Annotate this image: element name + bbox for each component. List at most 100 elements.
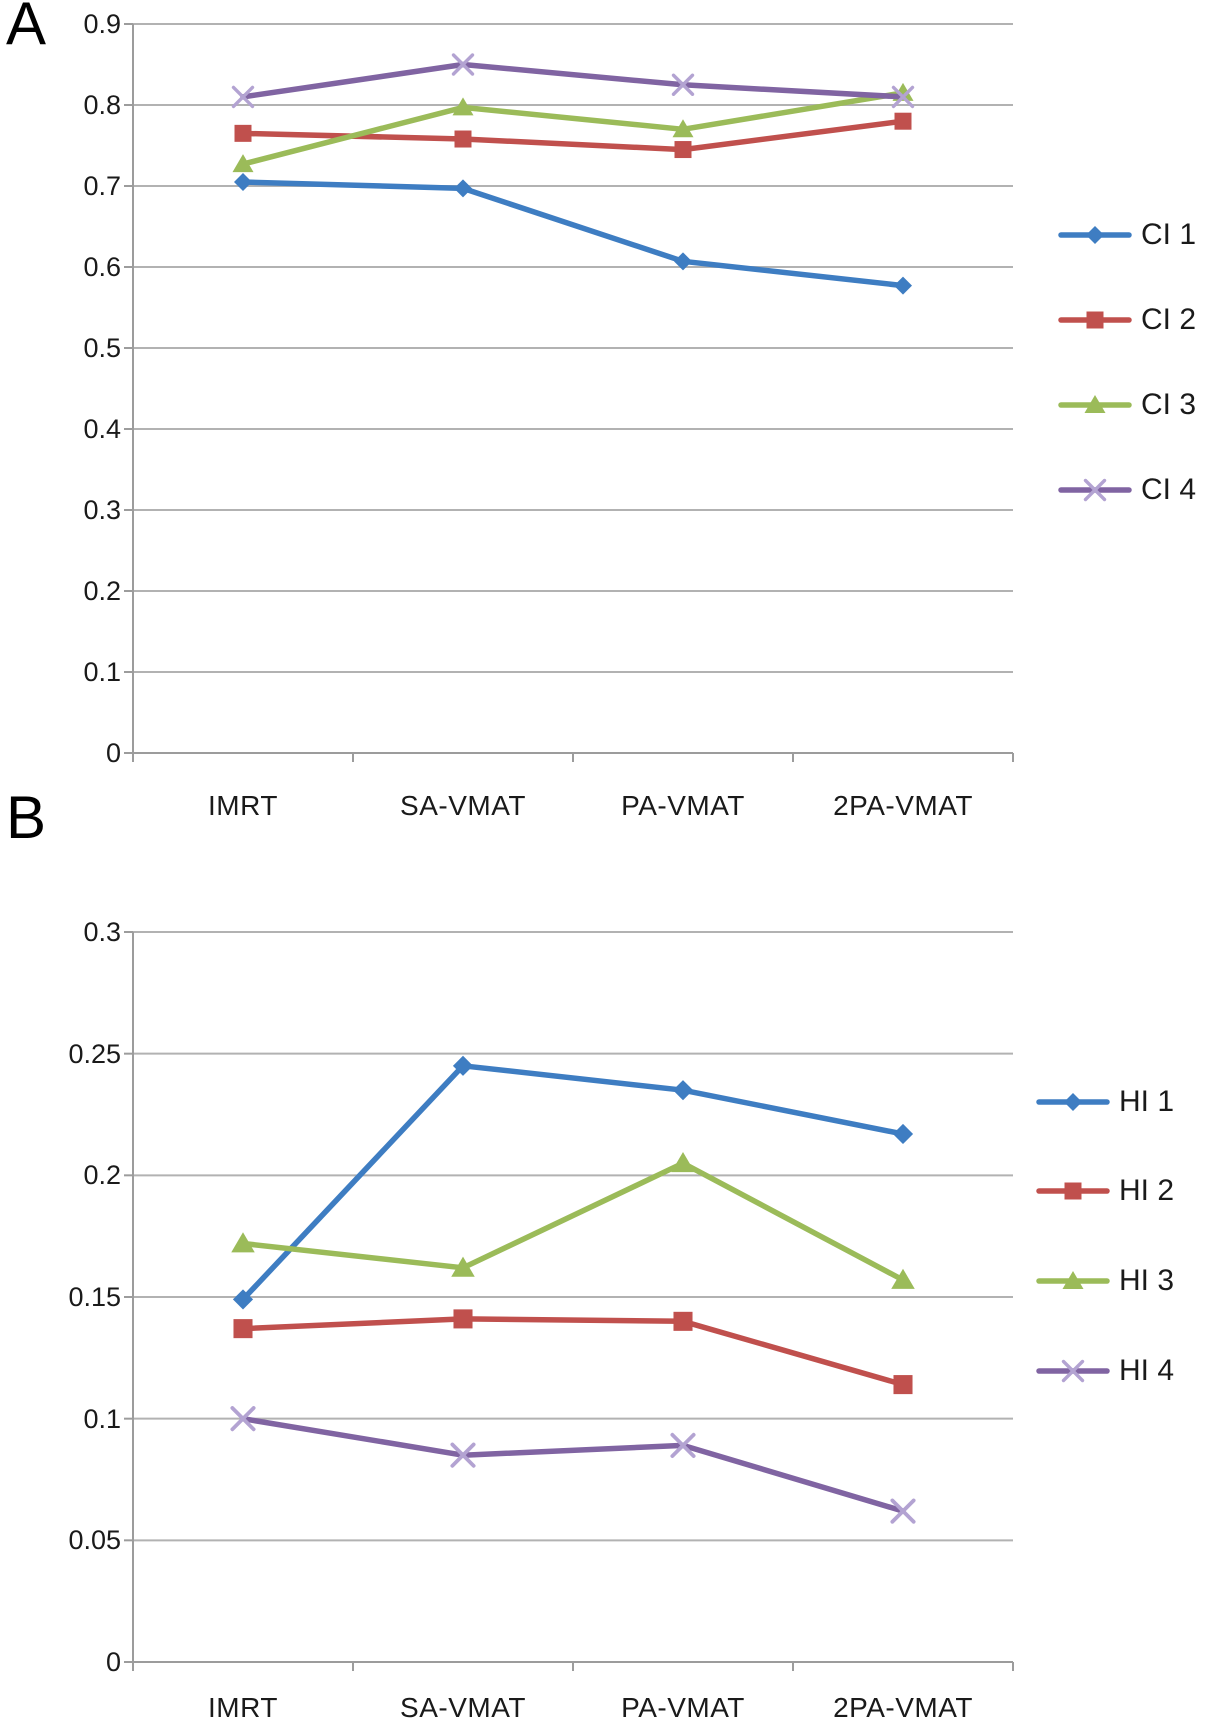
legend-label: CI 3 xyxy=(1141,388,1197,421)
legend-key-square xyxy=(1058,311,1132,329)
x-marker xyxy=(451,53,475,76)
triangle-marker xyxy=(452,97,474,116)
x-marker xyxy=(670,1432,696,1458)
x-category-label: PA-VMAT xyxy=(621,790,745,821)
series-line xyxy=(240,179,906,289)
y-tick-label: 0.1 xyxy=(83,1403,121,1434)
x-marker xyxy=(231,85,255,109)
series-line xyxy=(240,61,906,100)
y-tick-label: 0.15 xyxy=(68,1282,121,1312)
square-marker xyxy=(673,1311,693,1331)
y-tick-label: 0.4 xyxy=(83,414,121,444)
y-tick-label: 0.7 xyxy=(83,171,121,201)
legend-label: HI 3 xyxy=(1119,1264,1175,1297)
triangle-marker xyxy=(451,1256,475,1277)
panel-label-b: B xyxy=(6,784,47,851)
y-tick-label: 0.5 xyxy=(83,333,121,363)
legend-key-square xyxy=(1036,1182,1110,1200)
legend-label: HI 2 xyxy=(1119,1174,1175,1207)
y-tick-label: 0.2 xyxy=(83,1160,121,1191)
y-tick-label: 0.25 xyxy=(68,1038,121,1069)
series-line xyxy=(240,1160,906,1283)
y-tick-label: 0.9 xyxy=(83,9,121,39)
square-marker xyxy=(893,1375,913,1395)
y-tick-label: 0.2 xyxy=(83,576,121,606)
y-tick-label: 0.3 xyxy=(83,917,121,947)
series-hi-4 xyxy=(230,1406,916,1524)
series-line xyxy=(240,1063,906,1303)
square-marker xyxy=(233,1319,253,1339)
series-ci-4 xyxy=(231,53,915,109)
x-marker xyxy=(890,1498,916,1524)
legend-marker xyxy=(1086,226,1104,244)
legend-label: HI 4 xyxy=(1119,1354,1175,1387)
legend-key-x xyxy=(1058,478,1132,502)
legend-marker xyxy=(1061,1359,1085,1383)
legend-key-triangle xyxy=(1036,1271,1110,1289)
legend-marker xyxy=(1086,311,1104,329)
x-category-label: 2PA-VMAT xyxy=(833,790,973,821)
x-marker xyxy=(671,73,695,96)
legend-item-ci-3: CI 3 xyxy=(1058,387,1196,423)
legend-key-diamond xyxy=(1058,226,1132,244)
legend-item-hi-3: HI 3 xyxy=(1036,1263,1174,1299)
triangle-marker xyxy=(671,1151,695,1173)
square-marker xyxy=(894,112,912,130)
legend-item-hi-1: HI 1 xyxy=(1036,1084,1174,1120)
legend-key-diamond xyxy=(1036,1093,1110,1111)
series-ci-1 xyxy=(234,172,912,295)
diamond-marker xyxy=(452,1055,474,1076)
series-hi-3 xyxy=(231,1151,915,1289)
x-category-label: SA-VMAT xyxy=(400,790,526,821)
legend-label: CI 2 xyxy=(1141,303,1197,336)
legend-marker xyxy=(1084,395,1106,413)
diamond-marker xyxy=(234,172,252,191)
y-tick-label: 0 xyxy=(105,738,121,768)
diamond-marker xyxy=(454,179,472,198)
series-line xyxy=(240,1316,906,1388)
panel-b xyxy=(124,931,1014,1671)
x-category-label: PA-VMAT xyxy=(621,1692,745,1723)
legend-item-hi-4: HI 4 xyxy=(1036,1353,1174,1389)
legend-key-triangle xyxy=(1058,395,1132,413)
panel-a xyxy=(124,23,1014,762)
x-category-label: 2PA-VMAT xyxy=(833,1692,973,1723)
legend-label: CI 4 xyxy=(1141,473,1197,506)
legend-item-hi-2: HI 2 xyxy=(1036,1173,1174,1209)
y-tick-label: 0.6 xyxy=(83,252,121,282)
series-line xyxy=(240,1415,906,1514)
series-hi-1 xyxy=(232,1055,914,1310)
square-marker xyxy=(234,124,252,142)
diamond-marker xyxy=(232,1289,254,1310)
x-marker xyxy=(450,1442,476,1468)
series-hi-2 xyxy=(233,1309,913,1395)
x-marker xyxy=(230,1406,256,1432)
panel-label-a: A xyxy=(6,0,47,57)
y-tick-label: 0.8 xyxy=(83,90,121,120)
triangle-marker xyxy=(891,1268,915,1289)
diamond-marker xyxy=(674,252,692,271)
square-marker xyxy=(674,141,692,159)
diamond-marker xyxy=(892,1123,914,1145)
y-tick-label: 0.3 xyxy=(83,495,121,525)
square-marker xyxy=(454,130,472,148)
x-marker xyxy=(891,85,915,109)
y-tick-label: 0.05 xyxy=(68,1525,121,1556)
diamond-marker xyxy=(672,1080,694,1101)
legend-label: CI 1 xyxy=(1141,218,1197,251)
x-category-label: IMRT xyxy=(208,1692,278,1723)
square-marker xyxy=(453,1309,473,1329)
legend-key-x xyxy=(1036,1359,1110,1383)
x-category-label: IMRT xyxy=(208,790,278,821)
legend-item-ci-4: CI 4 xyxy=(1058,472,1196,508)
legend-marker xyxy=(1064,1182,1082,1200)
legend-item-ci-1: CI 1 xyxy=(1058,217,1196,253)
series-line xyxy=(240,90,906,167)
triangle-marker xyxy=(231,1232,255,1253)
triangle-marker xyxy=(672,119,694,138)
legend-item-ci-2: CI 2 xyxy=(1058,302,1196,338)
legend-marker xyxy=(1064,1093,1082,1111)
